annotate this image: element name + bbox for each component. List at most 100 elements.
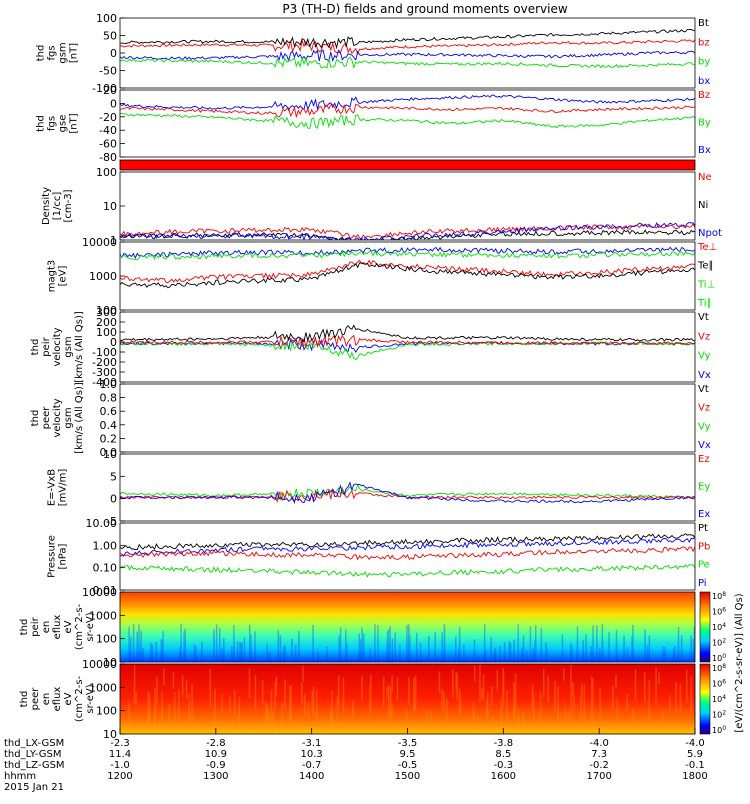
y-tick-label: -5 <box>106 515 117 528</box>
spectrogram-texture-strip <box>570 665 572 683</box>
spectrogram-texture-strip <box>522 635 525 662</box>
spectrogram-texture-strip <box>173 691 176 730</box>
spectrogram-texture-strip <box>534 640 536 662</box>
spectrogram-texture-strip <box>473 639 476 662</box>
spectrogram-texture-strip <box>387 685 390 718</box>
y-axis-label: eflux <box>52 615 63 640</box>
y-tick-label: -50 <box>99 65 117 78</box>
spectrogram-texture-strip <box>521 647 523 662</box>
spectrogram-texture-strip <box>443 691 445 713</box>
y-tick-label: 100 <box>96 705 117 718</box>
spectrogram-texture-strip <box>664 647 666 662</box>
spectrogram-texture-strip <box>302 665 304 682</box>
spectrogram-texture-strip <box>634 669 637 701</box>
spectrogram-texture-strip <box>408 627 410 662</box>
panel-frame <box>119 89 696 158</box>
x-axis-date: 2015 Jan 21 <box>4 782 64 793</box>
spectrogram-texture-strip <box>570 645 573 662</box>
series-efield-2 <box>120 481 695 505</box>
spectrogram-texture-strip <box>661 709 664 726</box>
spectrogram-texture-strip <box>534 625 537 662</box>
spectrogram-texture-strip <box>680 634 683 662</box>
spectrogram-texture-strip <box>184 628 187 662</box>
y-axis-label: [nT] <box>69 113 80 133</box>
spectrogram-texture-strip <box>215 624 218 662</box>
y-tick-label: 0.10 <box>93 562 118 575</box>
y-tick-label: -300 <box>92 366 117 379</box>
spectrogram-texture-strip <box>542 668 545 699</box>
panel-density: 100 10 1 Density [1/cc] [cm-3] Ne Ni Npot <box>41 166 722 247</box>
spectrogram-texture-strip <box>155 641 158 662</box>
series-fgs_gse-0 <box>120 94 695 112</box>
panel-fgs_gsm: 100 50 0 -50 -100 thd fgs gsm [nT] Bt bz by bx <box>36 12 711 95</box>
spectrogram-texture-strip <box>284 679 286 710</box>
spectrogram-texture-strip <box>229 695 231 713</box>
spectrogram-texture-strip <box>312 624 314 662</box>
y-axis-label: eV <box>63 620 74 633</box>
spectrogram-texture-strip <box>298 631 300 662</box>
spectrogram-texture-strip <box>446 698 448 725</box>
spectrogram-texture-strip <box>673 648 675 662</box>
spectrogram-texture-strip <box>632 624 634 662</box>
spectrogram-texture-strip <box>230 646 233 662</box>
spectrogram-texture-strip <box>140 630 142 662</box>
spectrogram-texture-strip <box>500 697 503 734</box>
spectrogram-texture-strip <box>623 635 625 662</box>
spectrogram-texture-strip <box>148 694 151 724</box>
series-fgs_gsm-0 <box>120 39 695 55</box>
spectrogram-texture-strip <box>369 648 371 662</box>
spectrogram-texture-strip <box>419 642 422 662</box>
y-tick-label: 0.8 <box>100 392 118 405</box>
spectrogram-texture-strip <box>443 624 446 662</box>
spectrogram-texture-strip <box>494 647 497 662</box>
spectrogram-texture-strip <box>582 640 584 662</box>
spectrogram-texture-strip <box>690 635 692 662</box>
spectrogram-texture-strip <box>291 638 293 662</box>
spectrogram-texture-strip <box>513 639 515 662</box>
spectrogram-texture-strip <box>391 638 394 662</box>
spectrogram-texture-strip <box>406 625 408 662</box>
series-layer <box>120 324 695 361</box>
y-axis-label: Density <box>41 187 52 225</box>
x-row-value: -0.1 <box>685 760 705 771</box>
spectrogram-texture-strip <box>459 693 462 717</box>
spectrogram-texture-strip <box>181 675 184 698</box>
spectrogram-texture-strip <box>342 677 345 714</box>
y-axis-label: peer <box>41 406 52 430</box>
spectrogram-texture-strip <box>315 689 318 721</box>
spectrogram-texture-strip <box>581 684 583 704</box>
spectrogram-texture-strip <box>414 684 417 711</box>
spectrogram-texture-strip <box>383 718 385 730</box>
spectrogram-texture-strip <box>238 697 240 730</box>
colorbar-tick-label: 106 <box>712 607 726 617</box>
spectrogram-texture-strip <box>303 696 306 711</box>
spectrogram-texture-strip <box>386 641 389 662</box>
spectrogram-image <box>120 592 695 662</box>
colorbar-tick-label: 100 <box>712 653 726 663</box>
y-tick-label: 5 <box>110 470 117 483</box>
spectrogram-texture-strip <box>214 692 216 730</box>
spectrogram-texture-strip <box>161 639 163 662</box>
spectrogram-texture-strip <box>576 626 579 662</box>
legend-entry: Ez <box>698 454 710 465</box>
y-axis-label: [nT] <box>69 43 80 63</box>
series-layer <box>120 533 695 578</box>
y-tick-label: -60 <box>99 138 117 151</box>
spectrogram-texture-strip <box>193 644 196 662</box>
y-axis-label: peir <box>30 616 41 636</box>
spectrogram-texture-strip <box>183 631 185 662</box>
spectrogram-texture-strip <box>514 673 517 712</box>
legend-entry: Vx <box>698 440 711 451</box>
spectrogram-texture-strip <box>135 691 137 706</box>
spectrogram-texture-strip <box>632 709 634 733</box>
spectrogram-texture-strip <box>674 646 676 662</box>
y-tick-label: -100 <box>92 346 117 359</box>
x-row-value: -4.0 <box>589 738 609 749</box>
spectrogram-texture-strip <box>274 681 276 710</box>
spectrogram-texture-strip <box>214 688 216 713</box>
spectrogram-texture-strip <box>414 675 417 707</box>
x-row-value: 1300 <box>203 771 228 782</box>
spectrogram-texture-strip <box>643 672 646 702</box>
spectrogram-texture-strip <box>486 693 489 717</box>
